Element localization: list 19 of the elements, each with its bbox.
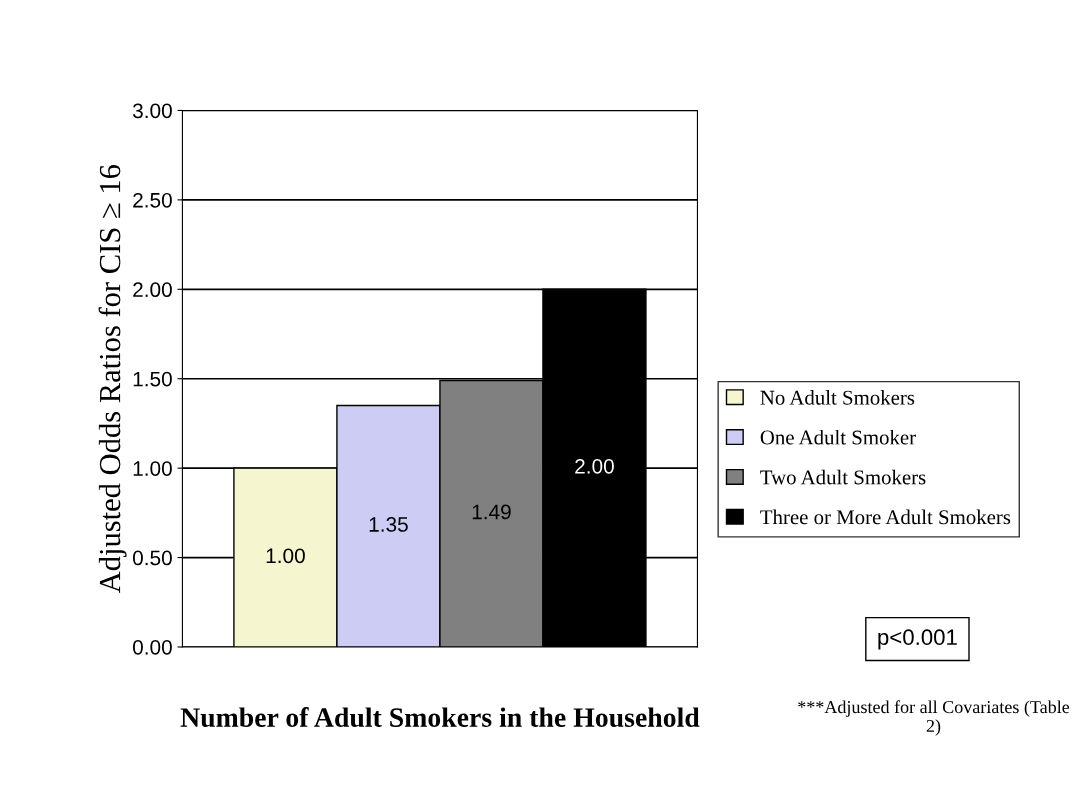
y-tick-label: 3.00 [132, 103, 172, 119]
y-tick-label: 1.00 [133, 461, 172, 476]
x-axis-title: Number of Adult Smokers in the Household [180, 707, 700, 728]
text: p<0.001 [878, 629, 957, 650]
data-label: 1.00 [266, 548, 305, 564]
y-tick-label: 2.00 [133, 282, 172, 298]
y-tick-label: 0.00 [132, 639, 172, 655]
data-label: 1.49 [472, 504, 511, 520]
legend-label: Three or More Adult Smokers [760, 509, 1011, 525]
y-tick-label: 0.50 [132, 550, 172, 566]
legend-label: One Adult Smoker [760, 429, 916, 445]
y-axis-title: Adjusted Odds Ratios for CIS ≥ 16 [98, 165, 127, 594]
legend-label: No Adult Smokers [760, 390, 915, 405]
data-label: 2.00 [575, 458, 614, 474]
data-label: 1.35 [369, 517, 408, 532]
y-tick-label: 1.50 [133, 371, 172, 387]
text: ***Adjusted for all Covariates (Table 2) [798, 700, 1070, 736]
y-tick-label: 2.50 [133, 192, 172, 208]
legend-label: Two Adult Smokers [760, 469, 926, 485]
